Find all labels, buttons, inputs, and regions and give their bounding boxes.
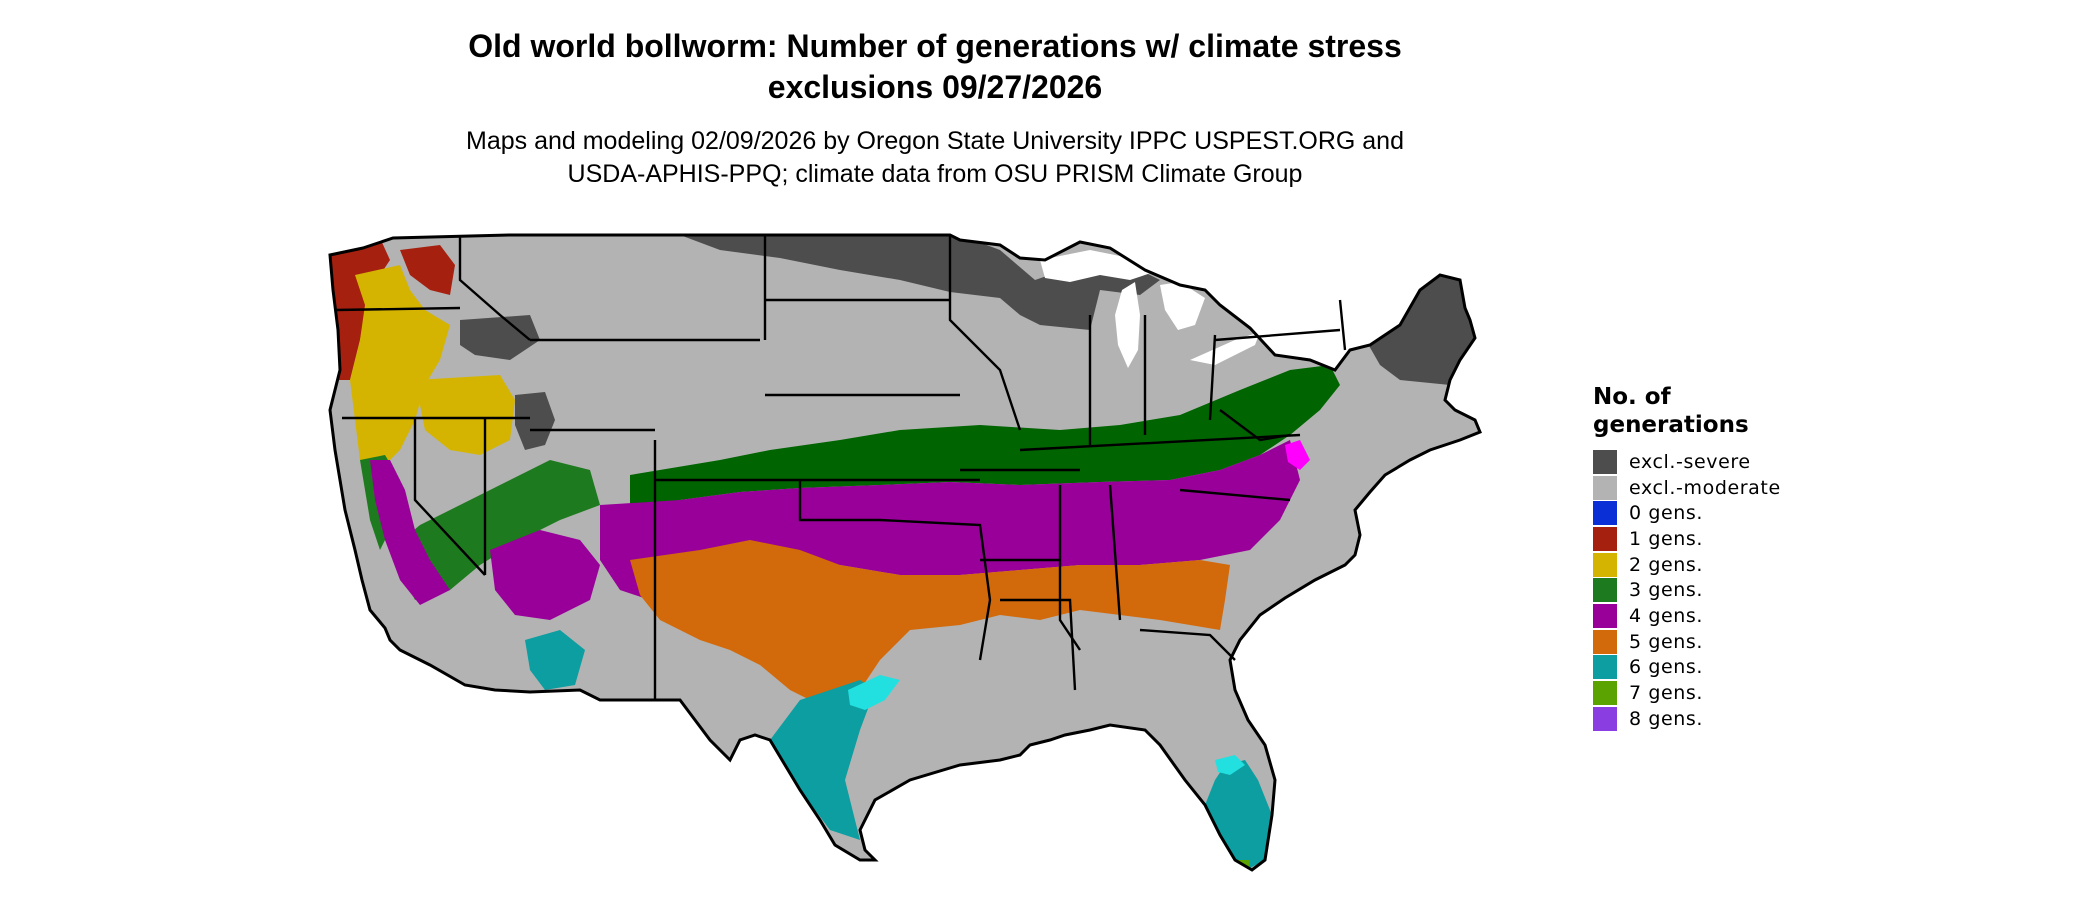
region-3-gen-sw (390, 460, 600, 600)
region-4-gen-az (490, 530, 600, 620)
legend-item-6-gens: 6 gens. (1593, 655, 1893, 681)
region-6-gen-az (525, 630, 585, 690)
border-nc-sc (1179, 488, 1291, 502)
region-6-gen-tx-coast (770, 680, 875, 840)
legend-swatch (1593, 449, 1617, 474)
legend-item-2-gens: 2 gens. (1593, 552, 1893, 578)
legend-swatch (1593, 603, 1617, 628)
legend-label: 5 gens. (1629, 630, 1704, 653)
map-subtitle-line-1: Maps and modeling 02/09/2026 by Oregon S… (466, 127, 1404, 155)
legend-label: 2 gens. (1629, 553, 1704, 576)
region-3-gen-band (630, 365, 1340, 510)
legend-label: 0 gens. (1629, 502, 1704, 525)
legend-swatch (1593, 552, 1617, 577)
region-6-gen-fl (1205, 760, 1272, 868)
border-tx-ok (798, 480, 992, 661)
border-pa-ny (1214, 328, 1341, 342)
legend-item-0-gens: 0 gens. (1593, 500, 1893, 526)
legend-swatch (1593, 681, 1617, 706)
region-4-gen-ca (370, 460, 450, 605)
border-ny-vt (1338, 299, 1347, 351)
legend-item-excl-severe: excl.-severe (1593, 449, 1893, 475)
legend-label: 1 gens. (1629, 527, 1704, 550)
map-title-line-1: Old world bollworm: Number of generation… (468, 28, 1402, 64)
legend-item-8-gens: 8 gens. (1593, 706, 1893, 732)
border-al-ga (1108, 484, 1122, 621)
region-2-gen-great-basin (415, 375, 515, 455)
border-la-ms (1000, 598, 1077, 691)
region-excl-severe-mi (1045, 275, 1100, 312)
border-tn-ky (1019, 433, 1301, 452)
region-1-gen-mountains (400, 245, 455, 295)
lake-ontario (1275, 322, 1312, 336)
legend-item-excl-moderate: excl.-moderate (1593, 475, 1893, 501)
border-wa-or (335, 306, 461, 312)
legend-title-line-1: No. of (1593, 384, 1671, 410)
lake-superior (1040, 250, 1160, 282)
legend-label: excl.-moderate (1629, 476, 1781, 499)
legend-swatch (1593, 501, 1617, 526)
legend-item-4-gens: 4 gens. (1593, 603, 1893, 629)
map-subtitle: Maps and modeling 02/09/2026 by Oregon S… (300, 125, 1570, 191)
legend-items: excl.-severe excl.-moderate 0 gens. 1 ge… (1593, 449, 1893, 732)
map-title-line-2: exclusions 09/27/2026 (767, 69, 1103, 105)
legend-label: 4 gens. (1629, 604, 1704, 627)
lake-michigan (1115, 282, 1140, 368)
map-layer (330, 235, 1480, 870)
region-magenta-coast (1285, 440, 1310, 470)
map-subtitle-line-2: USDA-APHIS-PPQ; climate data from OSU PR… (567, 160, 1303, 188)
region-excl-severe-north (680, 235, 1160, 330)
border-ga-fl (1139, 628, 1236, 661)
legend-swatch (1593, 578, 1617, 603)
legend-label: 8 gens. (1629, 707, 1704, 730)
legend-swatch (1593, 706, 1617, 731)
legend-item-1-gens: 1 gens. (1593, 526, 1893, 552)
border-oh-pa (1208, 334, 1217, 421)
region-excl-severe-co (515, 392, 555, 450)
legend-swatch (1593, 629, 1617, 654)
state-borders (335, 235, 1347, 700)
legend-swatch (1593, 655, 1617, 680)
lake-erie (1190, 332, 1260, 365)
legend-label: 7 gens. (1629, 682, 1704, 705)
region-5-gen-south (630, 540, 1230, 710)
legend-swatch (1593, 475, 1617, 500)
legend-label: excl.-severe (1629, 450, 1751, 473)
legend-title-line-2: generations (1593, 412, 1749, 438)
legend: No. of generations excl.-severe excl.-mo… (1593, 383, 1893, 732)
us-outline (328, 233, 1482, 872)
legend-item-5-gens: 5 gens. (1593, 629, 1893, 655)
legend-swatch (1593, 526, 1617, 551)
region-cyan-fl-edge (1215, 755, 1245, 775)
border-nv-ca (413, 418, 486, 576)
legend-label: 3 gens. (1629, 579, 1704, 602)
legend-title: No. of generations (1593, 383, 1893, 439)
legend-item-7-gens: 7 gens. (1593, 680, 1893, 706)
legend-label: 6 gens. (1629, 656, 1704, 679)
us-generations-map (328, 233, 1482, 872)
map-title: Old world bollworm: Number of generation… (300, 26, 1570, 108)
border-id-mt (458, 235, 531, 341)
lake-huron (1160, 282, 1205, 330)
legend-item-3-gens: 3 gens. (1593, 577, 1893, 603)
border-va-wv (1219, 409, 1291, 442)
region-excl-severe-wy (460, 315, 540, 360)
region-cyan-gulf-edge (848, 675, 900, 710)
great-lakes (1040, 250, 1312, 368)
border-mn-ia (948, 235, 1022, 431)
